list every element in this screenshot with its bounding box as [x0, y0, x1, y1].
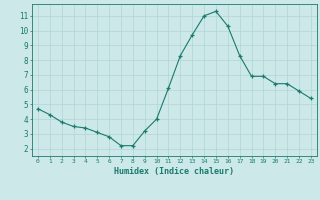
X-axis label: Humidex (Indice chaleur): Humidex (Indice chaleur) — [115, 167, 234, 176]
